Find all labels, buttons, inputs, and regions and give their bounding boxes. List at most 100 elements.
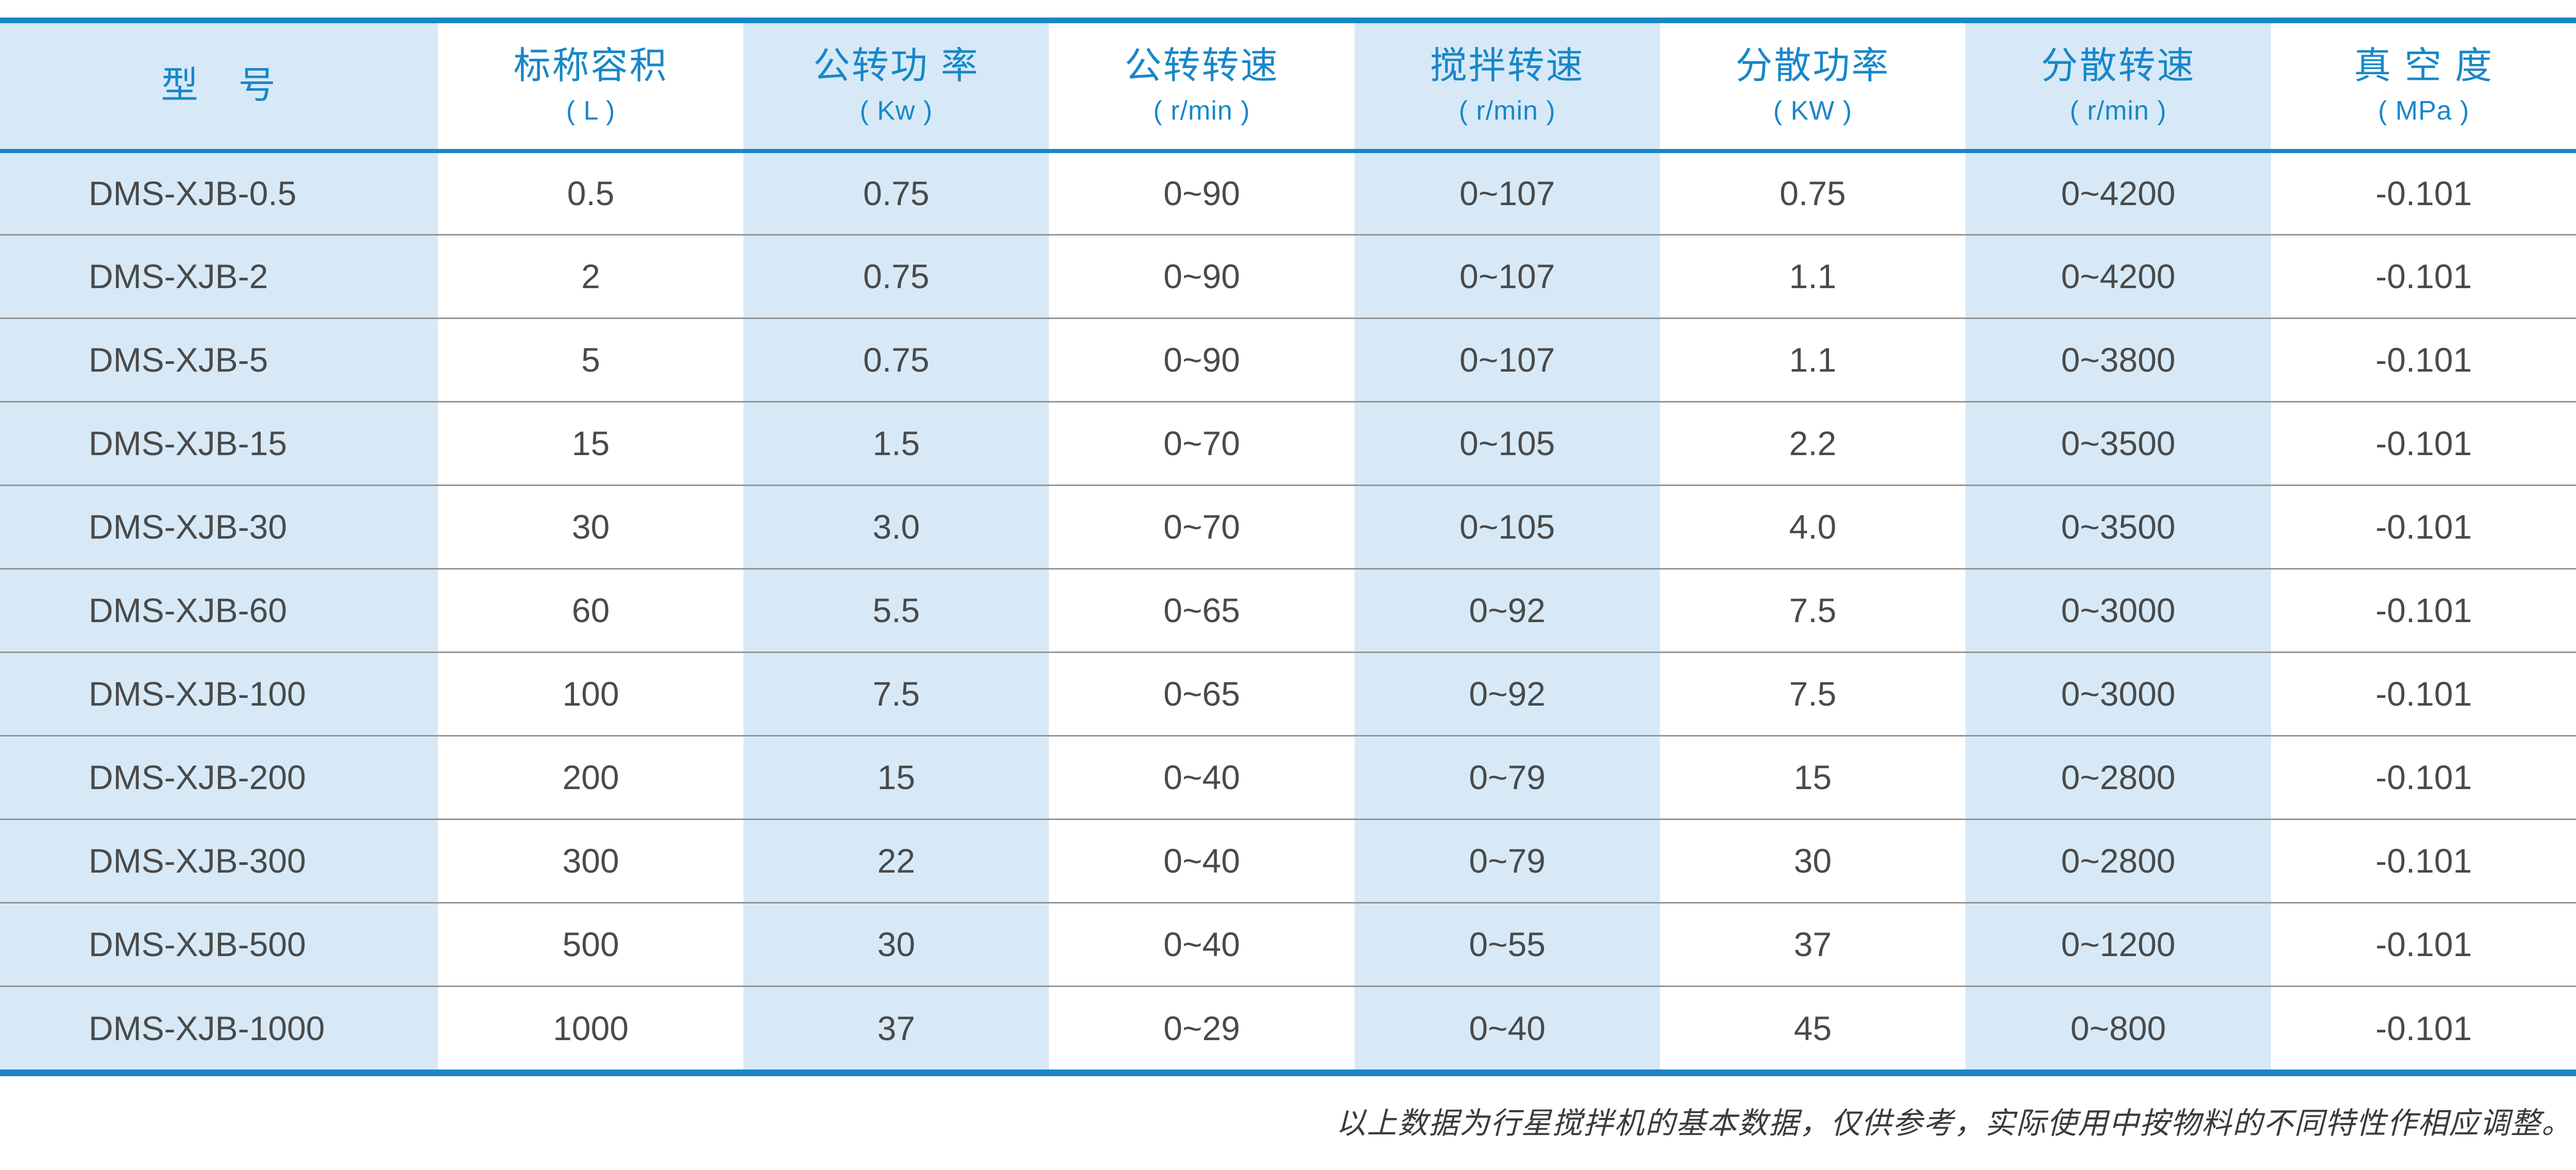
table-top-border (0, 18, 2576, 23)
value-cell: -0.101 (2270, 819, 2576, 902)
value-cell: 45 (1660, 986, 1965, 1069)
value-cell: 500 (438, 902, 744, 986)
value-cell: -0.101 (2270, 652, 2576, 736)
table-header: 型 号 标称容积 ( L ) 公转功 率 ( Kw ) 公转转速 ( r/min ) 搅拌转速… (0, 23, 2576, 151)
value-cell: 0~55 (1354, 902, 1660, 986)
table-body: DMS-XJB-0.5 0.5 0.75 0~90 0~107 0.75 0~4200 -0.… (0, 151, 2576, 1069)
table-row: DMS-XJB-2 2 0.75 0~90 0~107 1.1 0~4200 -0.101 (0, 235, 2576, 318)
column-title: 公转转速 (1124, 45, 1279, 87)
value-cell: 0~92 (1354, 652, 1660, 736)
model-cell: DMS-XJB-0.5 (0, 151, 438, 235)
column-header-2: 公转功 率 ( Kw ) (743, 23, 1049, 151)
value-cell: 0~3500 (1965, 485, 2271, 569)
spec-sheet-page: 型 号 标称容积 ( L ) 公转功 率 ( Kw ) 公转转速 ( r/min ) 搅拌转速… (0, 18, 2576, 1142)
value-cell: -0.101 (2270, 402, 2576, 485)
column-unit: ( r/min ) (1153, 95, 1250, 126)
value-cell: 0~1200 (1965, 902, 2271, 986)
value-cell: 0~3500 (1965, 402, 2271, 485)
column-title: 搅拌转速 (1430, 45, 1585, 87)
planetary-mixer-spec-table: 型 号 标称容积 ( L ) 公转功 率 ( Kw ) 公转转速 ( r/min ) 搅拌转速… (0, 23, 2576, 1069)
value-cell: 15 (438, 402, 744, 485)
table-row: DMS-XJB-200 200 15 0~40 0~79 15 0~2800 -0.101 (0, 736, 2576, 819)
value-cell: 0~79 (1354, 736, 1660, 819)
table-row: DMS-XJB-30 30 3.0 0~70 0~105 4.0 0~3500 -0.101 (0, 485, 2576, 569)
value-cell: 0~65 (1049, 652, 1355, 736)
value-cell: 7.5 (743, 652, 1049, 736)
column-title: 分散功率 (1735, 45, 1890, 87)
column-unit: ( L ) (566, 95, 616, 126)
footnote-text: 以上数据为行星搅拌机的基本数据，仅供参考，实际使用中按物料的不同特性作相应调整。 (1335, 1107, 2572, 1140)
table-row: DMS-XJB-100 100 7.5 0~65 0~92 7.5 0~3000 -0.101 (0, 652, 2576, 736)
value-cell: 0.5 (438, 151, 744, 235)
column-title: 真 空 度 (2353, 45, 2494, 87)
value-cell: 0~800 (1965, 986, 2271, 1069)
table-row: DMS-XJB-300 300 22 0~40 0~79 30 0~2800 -0.101 (0, 819, 2576, 902)
value-cell: 0~107 (1354, 235, 1660, 318)
column-header-4: 搅拌转速 ( r/min ) (1354, 23, 1660, 151)
column-unit: ( MPa ) (2378, 95, 2470, 126)
value-cell: 30 (438, 485, 744, 569)
value-cell: 15 (743, 736, 1049, 819)
table-row: DMS-XJB-15 15 1.5 0~70 0~105 2.2 0~3500 -0.101 (0, 402, 2576, 485)
model-cell: DMS-XJB-500 (0, 902, 438, 986)
column-title: 型 号 (161, 65, 277, 107)
value-cell: 0~70 (1049, 402, 1355, 485)
value-cell: 0.75 (743, 235, 1049, 318)
value-cell: 0~105 (1354, 402, 1660, 485)
value-cell: 4.0 (1660, 485, 1965, 569)
header-row: 型 号 标称容积 ( L ) 公转功 率 ( Kw ) 公转转速 ( r/min ) 搅拌转速… (0, 23, 2576, 151)
value-cell: 0~3800 (1965, 318, 2271, 402)
model-cell: DMS-XJB-15 (0, 402, 438, 485)
value-cell: 1.1 (1660, 235, 1965, 318)
column-header-7: 真 空 度 ( MPa ) (2270, 23, 2576, 151)
table-row: DMS-XJB-60 60 5.5 0~65 0~92 7.5 0~3000 -0.101 (0, 569, 2576, 652)
value-cell: 200 (438, 736, 744, 819)
column-header-3: 公转转速 ( r/min ) (1049, 23, 1355, 151)
model-cell: DMS-XJB-5 (0, 318, 438, 402)
value-cell: 0~40 (1049, 902, 1355, 986)
value-cell: 100 (438, 652, 744, 736)
value-cell: 300 (438, 819, 744, 902)
column-title: 分散转速 (2041, 45, 2196, 87)
model-cell: DMS-XJB-2 (0, 235, 438, 318)
value-cell: 0~90 (1049, 151, 1355, 235)
value-cell: 1000 (438, 986, 744, 1069)
value-cell: -0.101 (2270, 235, 2576, 318)
table-row: DMS-XJB-5 5 0.75 0~90 0~107 1.1 0~3800 -0.101 (0, 318, 2576, 402)
table-bottom-border (0, 1069, 2576, 1076)
value-cell: 30 (743, 902, 1049, 986)
value-cell: 0~4200 (1965, 151, 2271, 235)
column-title: 公转功 率 (813, 45, 980, 87)
value-cell: 7.5 (1660, 569, 1965, 652)
column-header-1: 标称容积 ( L ) (438, 23, 744, 151)
value-cell: -0.101 (2270, 902, 2576, 986)
column-unit: ( r/min ) (2070, 95, 2167, 126)
value-cell: 0~92 (1354, 569, 1660, 652)
value-cell: 1.5 (743, 402, 1049, 485)
column-unit: ( Kw ) (859, 95, 933, 126)
value-cell: 7.5 (1660, 652, 1965, 736)
value-cell: 0~40 (1049, 819, 1355, 902)
value-cell: 15 (1660, 736, 1965, 819)
model-cell: DMS-XJB-200 (0, 736, 438, 819)
value-cell: 0~2800 (1965, 819, 2271, 902)
value-cell: 37 (1660, 902, 1965, 986)
value-cell: 0~3000 (1965, 652, 2271, 736)
value-cell: 30 (1660, 819, 1965, 902)
value-cell: -0.101 (2270, 485, 2576, 569)
value-cell: 0.75 (743, 318, 1049, 402)
value-cell: 2.2 (1660, 402, 1965, 485)
column-title: 标称容积 (513, 45, 668, 87)
value-cell: -0.101 (2270, 151, 2576, 235)
value-cell: 0~65 (1049, 569, 1355, 652)
value-cell: 0.75 (743, 151, 1049, 235)
value-cell: 5.5 (743, 569, 1049, 652)
value-cell: 22 (743, 819, 1049, 902)
value-cell: 0~79 (1354, 819, 1660, 902)
value-cell: -0.101 (2270, 318, 2576, 402)
value-cell: 0.75 (1660, 151, 1965, 235)
column-unit: ( KW ) (1773, 95, 1853, 126)
model-cell: DMS-XJB-30 (0, 485, 438, 569)
model-cell: DMS-XJB-100 (0, 652, 438, 736)
value-cell: 0~40 (1049, 736, 1355, 819)
